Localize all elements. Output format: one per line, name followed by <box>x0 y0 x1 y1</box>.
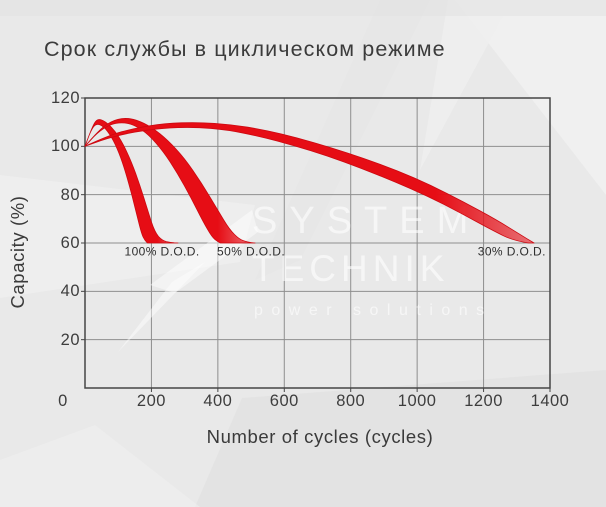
y-axis-title: Capacity (%) <box>7 195 28 309</box>
watermark-text-line1: SYSTEM <box>252 200 480 242</box>
y-tick-label: 40 <box>60 282 80 301</box>
background-triangle <box>0 425 200 507</box>
x-tick-label: 200 <box>136 392 166 410</box>
background-top-strip <box>0 0 606 16</box>
x-tick-label: 600 <box>269 392 299 410</box>
watermark-text-line3: power solutions <box>254 302 493 319</box>
background-band <box>0 175 255 298</box>
plot-border <box>84 97 551 389</box>
x-axis-title: Number of cycles (cycles) <box>206 426 434 447</box>
series-label-30-dod: 30% D.O.D. <box>478 244 546 258</box>
y-tick-label: 100 <box>50 137 80 156</box>
watermark-text-line2: TECHNIK <box>252 248 449 289</box>
x-tick-label: 0 <box>58 392 68 410</box>
x-tick-label: 1000 <box>397 392 437 410</box>
x-tick-label: 400 <box>203 392 233 410</box>
y-tick-label: 80 <box>60 185 80 204</box>
watermark-logo-icon <box>118 262 205 352</box>
y-tick-label: 20 <box>60 330 80 349</box>
background-triangle <box>420 0 512 170</box>
background-triangle <box>255 0 430 280</box>
x-tick-label: 1200 <box>464 392 503 410</box>
band-30-dod <box>84 122 535 244</box>
x-tick-label: 800 <box>336 392 366 410</box>
background-quad <box>195 370 606 507</box>
chart-title: Срок службы в циклическом режиме <box>44 37 446 61</box>
series-label-100-dod: 100% D.O.D. <box>125 244 200 258</box>
x-tick-label: 1400 <box>530 392 570 410</box>
series-label-50-dod: 50% D.O.D. <box>217 244 285 258</box>
y-tick-label: 120 <box>50 89 80 107</box>
y-tick-label: 60 <box>60 234 80 252</box>
